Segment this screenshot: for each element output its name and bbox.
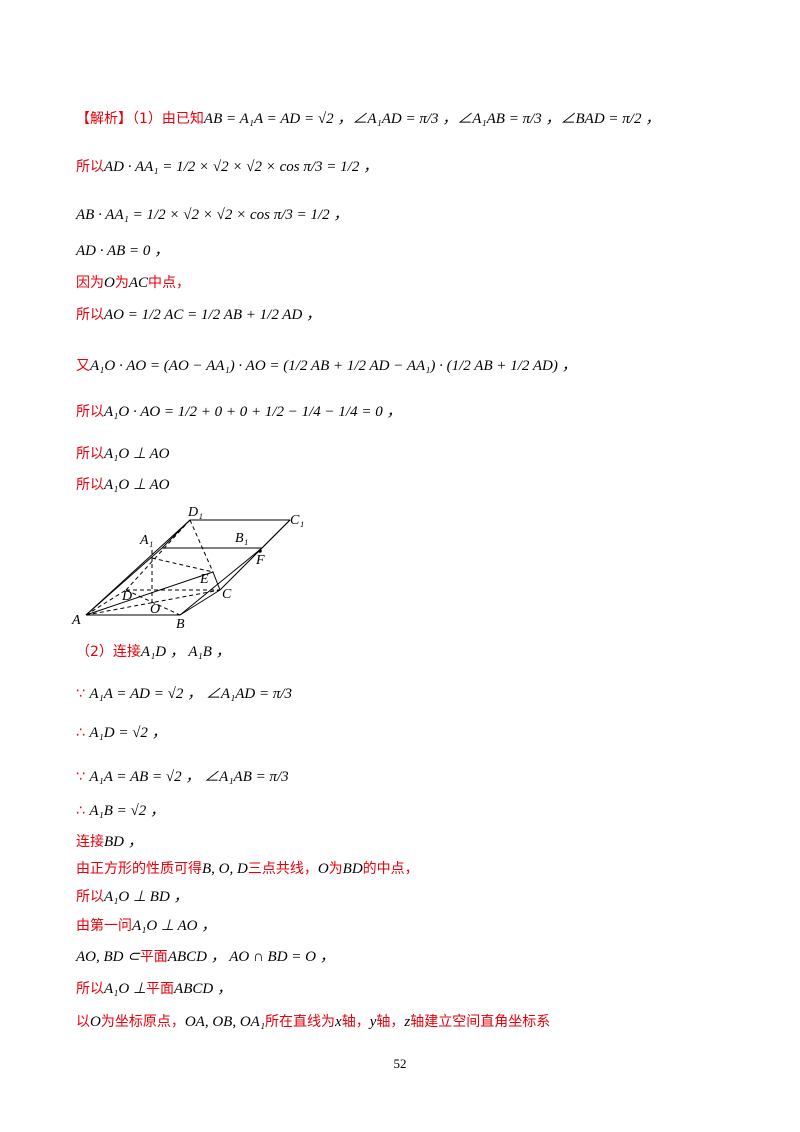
line-16: 连接BD ， — [76, 834, 143, 850]
label-d1: D₁ — [187, 505, 203, 520]
line-2: 所以AD · AA₁ = 1/2 × √2 × √2 × cos π/3 = 1… — [76, 159, 379, 175]
line-21: 所以A₁O ⊥平面ABCD ， — [76, 981, 232, 997]
label-o: O — [150, 602, 160, 617]
line-12: ∵ A₁A = AD = √2 ， ∠A₁AD = π/3 — [76, 686, 293, 702]
label-c1: C₁ — [290, 513, 304, 528]
label-d: D — [121, 589, 132, 604]
line-10: 所以A₁O ⊥ AO — [76, 477, 170, 493]
line-13: ∴ A₁D = √2 ， — [76, 725, 167, 741]
label-f: F — [255, 553, 265, 568]
label-a1: A₁ — [139, 533, 153, 548]
line-4: AD · AB = 0 ， — [76, 243, 170, 259]
label-c: C — [222, 587, 232, 602]
line-8: 所以A₁O · AO = 1/2 + 0 + 0 + 1/2 − 1/4 − 1… — [76, 404, 402, 420]
line-19: 由第一问A₁O ⊥ AO ， — [76, 918, 217, 934]
line-9: 所以A₁O ⊥ AO — [76, 446, 170, 462]
line-11: （2）连接A₁D ， A₁B ， — [76, 644, 231, 660]
line-18: 所以A₁O ⊥ BD ， — [76, 889, 189, 905]
line-15: ∴ A₁B = √2 ， — [76, 803, 166, 819]
label-b1: B₁ — [235, 531, 248, 546]
line-20: AO, BD ⊂平面ABCD ， AO ∩ BD = O ， — [76, 949, 335, 965]
line-3: AB · AA₁ = 1/2 × √2 × √2 × cos π/3 = 1/2… — [76, 207, 349, 223]
label-e: E — [199, 572, 209, 587]
line-6: 所以AO = 1/2 AC = 1/2 AB + 1/2 AD ， — [76, 307, 322, 323]
line-17: 由正方形的性质可得B, O, D三点共线，O为BD的中点， — [76, 861, 419, 877]
line-5: 因为O为AC中点， — [76, 275, 191, 291]
parallelepiped-figure: D₁ C₁ A₁ B₁ F E D C O A B — [71, 505, 304, 630]
line-22: 以O为坐标原点，OA, OB, OA₁所在直线为x轴，y轴，z轴建立空间直角坐标… — [76, 1014, 551, 1030]
label-b: B — [176, 617, 185, 630]
page-number: 52 — [393, 1056, 407, 1071]
line-14: ∵ A₁A = AB = √2 ， ∠A₁AB = π/3 — [76, 769, 289, 785]
line-1: 【解析】（1）由已知AB = A₁A = AD = √2 ，∠A₁AD = π/… — [76, 111, 661, 127]
label-a: A — [71, 613, 81, 628]
line-7: 又A₁O · AO = (AO − AA₁) · AO = (1/2 AB + … — [76, 358, 577, 374]
